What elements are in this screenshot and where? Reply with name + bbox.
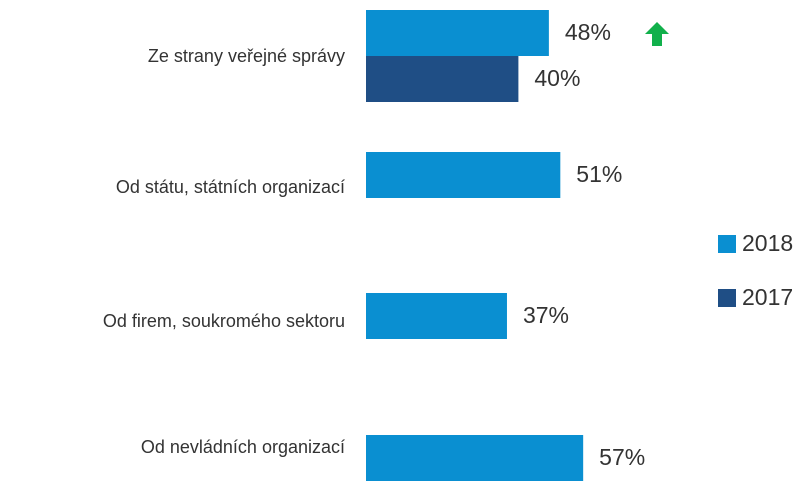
category-label: Od nevládních organizací xyxy=(141,437,345,457)
legend-label: 2018 xyxy=(742,230,793,256)
category-label: Od státu, státních organizací xyxy=(116,177,345,197)
bar xyxy=(366,435,584,481)
value-label: 51% xyxy=(576,161,622,187)
category-label: Ze strany veřejné správy xyxy=(148,46,345,66)
legend-swatch xyxy=(718,235,736,253)
category-label: Od firem, soukromého sektoru xyxy=(103,311,345,331)
value-label: 57% xyxy=(599,444,645,470)
increase-arrow xyxy=(645,22,669,46)
bar xyxy=(366,10,549,56)
bar xyxy=(366,56,519,102)
legend-label: 2017 xyxy=(742,284,793,310)
legend-swatch xyxy=(718,289,736,307)
value-label: 48% xyxy=(565,19,611,45)
bar xyxy=(366,293,507,339)
value-label: 37% xyxy=(523,302,569,328)
value-label: 40% xyxy=(534,65,580,91)
bar xyxy=(366,152,561,198)
